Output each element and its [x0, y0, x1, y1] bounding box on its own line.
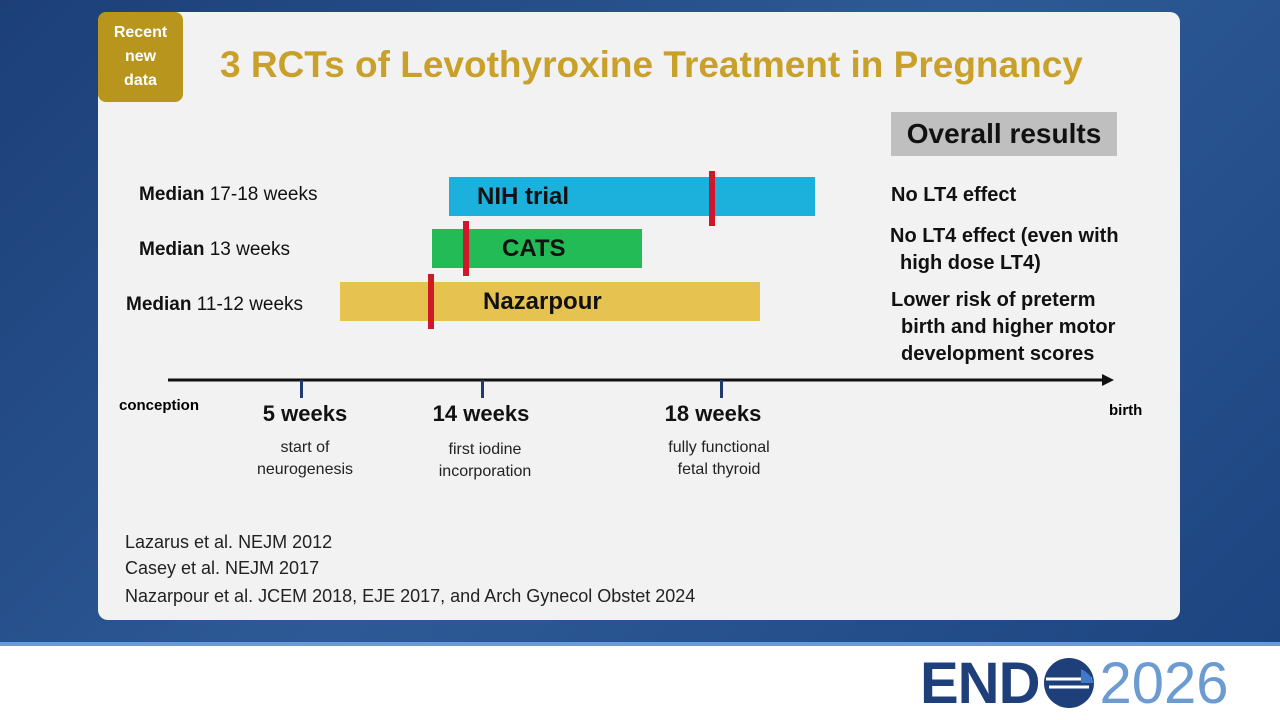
milestone: 14 weeks — [432, 401, 530, 426]
note-line: fully functional — [668, 439, 770, 456]
note-line: fetal thyroid — [677, 461, 761, 478]
trial-label: Median 11-12 weeks — [126, 294, 303, 316]
trial-name: NIH trial — [477, 182, 570, 210]
badge-line: new — [124, 48, 157, 65]
milestone: 18 weeks — [664, 401, 762, 426]
label-bold: Median — [126, 294, 192, 315]
note-line: start of — [280, 439, 330, 456]
result-line: development scores — [901, 343, 1095, 365]
marker — [463, 221, 469, 276]
logo-right: 2026 — [1099, 650, 1229, 716]
results-header: Overall results — [891, 112, 1117, 156]
label-bold: Median — [139, 239, 205, 260]
result-line: No LT4 effect — [891, 184, 1017, 206]
tick — [720, 380, 723, 398]
label-rest: 17-18 weeks — [209, 184, 318, 205]
label-rest: 11-12 weeks — [196, 294, 304, 315]
milestone-note: first iodine incorporation — [395, 439, 575, 483]
result-line: Lower risk of preterm — [891, 289, 1096, 311]
timeline-end: birth — [1109, 402, 1143, 419]
trial-bar: Nazarpour — [340, 282, 760, 321]
tick — [481, 380, 484, 398]
logo-left: END — [920, 650, 1040, 716]
reference: Casey et al. NEJM 2017 — [125, 558, 320, 578]
logo: END 2026 — [920, 650, 1229, 716]
result-line: birth and higher motor — [901, 316, 1116, 338]
milestone: 5 weeks — [262, 401, 348, 426]
trial-label: Median 17-18 weeks — [139, 184, 317, 206]
note-line: neurogenesis — [256, 461, 354, 478]
note-line: first iodine — [448, 441, 522, 458]
result-line: No LT4 effect (even with — [890, 225, 1119, 247]
title: 3 RCTs of Levothyroxine Treatment in Pre… — [220, 44, 1083, 85]
result: Lower risk of preterm birth and higher mo… — [891, 287, 1115, 368]
label-rest: 13 weeks — [209, 239, 291, 260]
result-line: high dose LT4) — [900, 252, 1041, 274]
trial-name: CATS — [502, 234, 566, 262]
milestone-note: start of neurogenesis — [215, 437, 395, 481]
axis-arrow — [1102, 374, 1114, 386]
badge-line: Recent — [113, 24, 168, 41]
trial-label: Median 13 weeks — [139, 239, 290, 261]
marker — [709, 171, 715, 226]
badge-line: data — [124, 72, 157, 89]
tick — [300, 380, 303, 398]
reference: Nazarpour et al. JCEM 2018, EJE 2017, an… — [125, 586, 696, 606]
result: No LT4 effect — [891, 182, 1016, 209]
reference: Lazarus et al. NEJM 2012 — [125, 532, 333, 552]
badge: Recent new data — [98, 12, 183, 102]
milestone-note: fully functional fetal thyroid — [629, 437, 809, 481]
label-bold: Median — [139, 184, 205, 205]
marker — [428, 274, 434, 329]
result: No LT4 effect (even with high dose LT4) — [890, 223, 1119, 277]
trial-bar: NIH trial — [449, 177, 815, 216]
trial-name: Nazarpour — [483, 287, 602, 315]
note-line: incorporation — [438, 463, 532, 480]
logo-globe — [1044, 658, 1095, 708]
timeline-start: conception — [119, 397, 200, 414]
